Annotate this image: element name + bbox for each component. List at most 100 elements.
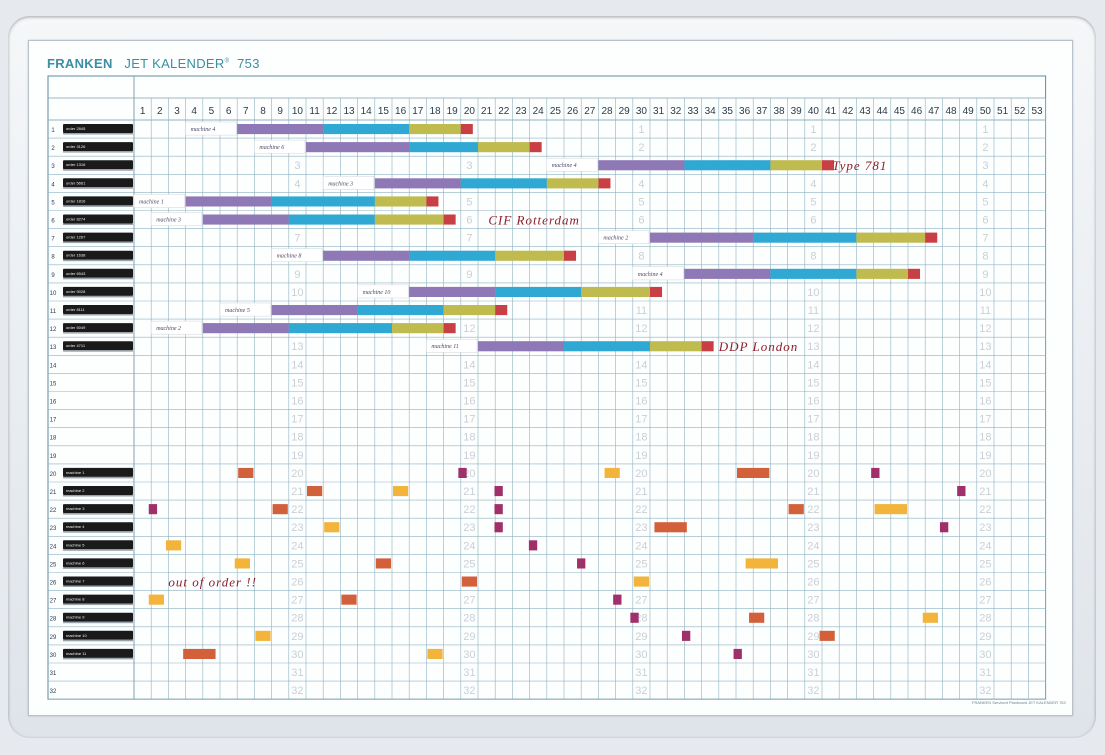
phase-bar-purple[interactable]	[684, 268, 771, 279]
machine-tag[interactable]	[598, 230, 650, 244]
status-marker[interactable]	[427, 648, 443, 659]
status-marker[interactable]	[461, 576, 477, 587]
status-marker[interactable]	[613, 594, 622, 605]
order-card[interactable]	[63, 142, 133, 152]
order-card[interactable]	[63, 268, 133, 278]
machine-tag[interactable]	[185, 121, 237, 136]
status-marker[interactable]	[745, 558, 778, 569]
status-marker[interactable]	[272, 504, 288, 515]
phase-bar-purple[interactable]	[650, 232, 754, 243]
machine-card[interactable]	[63, 612, 133, 622]
machine-tag[interactable]	[133, 194, 185, 208]
status-marker[interactable]	[458, 467, 467, 478]
order-card[interactable]	[63, 178, 133, 188]
phase-bar-olive[interactable]	[443, 305, 496, 316]
phase-bar-red[interactable]	[701, 341, 714, 352]
phase-bar-blue[interactable]	[323, 124, 410, 135]
status-marker[interactable]	[494, 486, 503, 497]
status-marker[interactable]	[393, 486, 409, 497]
phase-bar-red[interactable]	[650, 286, 663, 297]
status-marker[interactable]	[819, 630, 835, 641]
phase-bar-blue[interactable]	[684, 160, 771, 171]
phase-bar-purple[interactable]	[598, 160, 685, 171]
status-marker[interactable]	[871, 467, 880, 478]
phase-bar-olive[interactable]	[495, 250, 564, 261]
status-marker[interactable]	[324, 522, 340, 533]
phase-bar-purple[interactable]	[409, 286, 496, 297]
status-marker[interactable]	[494, 504, 503, 515]
phase-bar-olive[interactable]	[374, 214, 444, 225]
status-marker[interactable]	[148, 594, 164, 605]
order-card[interactable]	[63, 214, 133, 224]
machine-tag[interactable]	[546, 157, 598, 172]
machine-tag[interactable]	[322, 176, 375, 190]
status-marker[interactable]	[957, 486, 966, 497]
phase-bar-red[interactable]	[443, 323, 456, 334]
phase-bar-red[interactable]	[822, 160, 835, 171]
phase-bar-olive[interactable]	[478, 142, 530, 153]
status-marker[interactable]	[238, 467, 254, 478]
status-marker[interactable]	[577, 558, 586, 569]
machine-card[interactable]	[63, 594, 133, 604]
phase-bar-red[interactable]	[529, 142, 542, 153]
machine-card[interactable]	[63, 630, 133, 640]
phase-bar-red[interactable]	[443, 214, 456, 225]
machine-tag[interactable]	[254, 139, 306, 154]
status-marker[interactable]	[494, 522, 503, 533]
phase-bar-purple[interactable]	[323, 250, 410, 261]
status-marker[interactable]	[234, 558, 250, 569]
machine-tag[interactable]	[150, 212, 203, 226]
status-marker[interactable]	[528, 540, 538, 551]
phase-bar-purple[interactable]	[185, 196, 272, 207]
status-marker[interactable]	[737, 467, 770, 478]
status-marker[interactable]	[788, 504, 804, 515]
order-card[interactable]	[63, 124, 133, 133]
phase-bar-olive[interactable]	[374, 196, 427, 207]
status-marker[interactable]	[183, 648, 216, 659]
phase-bar-blue[interactable]	[288, 323, 392, 334]
phase-bar-olive[interactable]	[392, 323, 444, 334]
phase-bar-red[interactable]	[908, 268, 921, 279]
status-marker[interactable]	[255, 630, 271, 641]
phase-bar-purple[interactable]	[202, 214, 289, 225]
status-marker[interactable]	[874, 504, 907, 515]
phase-bar-purple[interactable]	[271, 305, 358, 316]
phase-bar-purple[interactable]	[374, 178, 461, 189]
order-card[interactable]	[63, 196, 133, 206]
status-marker[interactable]	[749, 612, 765, 623]
phase-bar-red[interactable]	[564, 250, 577, 261]
machine-card[interactable]	[63, 648, 133, 658]
order-card[interactable]	[63, 232, 133, 242]
machine-tag[interactable]	[150, 320, 203, 335]
phase-bar-blue[interactable]	[564, 341, 650, 352]
machine-tag[interactable]	[271, 248, 323, 263]
machine-card[interactable]	[63, 576, 133, 586]
status-marker[interactable]	[604, 467, 620, 478]
order-card[interactable]	[63, 323, 133, 333]
phase-bar-blue[interactable]	[271, 196, 375, 207]
phase-bar-blue[interactable]	[770, 268, 857, 279]
phase-bar-blue[interactable]	[495, 286, 582, 297]
phase-bar-purple[interactable]	[237, 124, 324, 135]
phase-bar-blue[interactable]	[409, 250, 496, 261]
phase-bar-red[interactable]	[426, 196, 439, 207]
order-card[interactable]	[63, 250, 133, 260]
machine-card[interactable]	[63, 540, 133, 550]
phase-bar-purple[interactable]	[306, 142, 410, 153]
phase-bar-purple[interactable]	[202, 323, 289, 334]
phase-bar-red[interactable]	[495, 305, 508, 316]
phase-bar-olive[interactable]	[856, 268, 908, 279]
phase-bar-olive[interactable]	[856, 232, 926, 243]
phase-bar-blue[interactable]	[753, 232, 857, 243]
order-card[interactable]	[63, 341, 133, 351]
phase-bar-blue[interactable]	[460, 178, 547, 189]
status-marker[interactable]	[939, 522, 949, 533]
phase-bar-olive[interactable]	[770, 160, 822, 171]
machine-card[interactable]	[63, 467, 133, 477]
status-marker[interactable]	[633, 576, 649, 587]
phase-bar-blue[interactable]	[357, 305, 444, 316]
machine-card[interactable]	[63, 522, 133, 532]
machine-card[interactable]	[63, 486, 133, 495]
phase-bar-blue[interactable]	[288, 214, 375, 225]
order-card[interactable]	[63, 286, 133, 296]
